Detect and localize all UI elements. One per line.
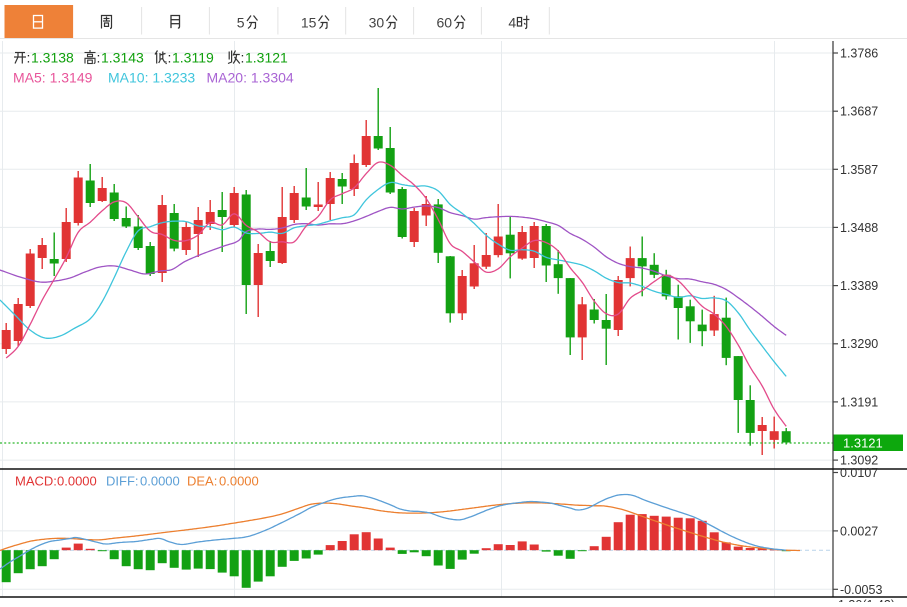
svg-text:1.3587: 1.3587: [840, 163, 878, 177]
svg-text:DEA:: DEA:: [187, 474, 217, 489]
svg-text:0.0107: 0.0107: [840, 466, 878, 480]
svg-text:MACD:: MACD:: [15, 474, 57, 489]
svg-text:MA10: 1.3233: MA10: 1.3233: [108, 70, 195, 86]
svg-text:MA20: 1.3304: MA20: 1.3304: [207, 70, 294, 86]
svg-text:30: 30: [369, 15, 385, 31]
svg-text:1.3119: 1.3119: [172, 50, 214, 66]
svg-text:0.0000: 0.0000: [57, 474, 97, 489]
svg-text:1.3092: 1.3092: [840, 454, 878, 468]
svg-text:60: 60: [437, 15, 453, 31]
svg-text:0.0000: 0.0000: [140, 474, 180, 489]
svg-text:0.0000: 0.0000: [219, 474, 259, 489]
svg-text:5: 5: [237, 15, 245, 31]
svg-text::: :: [168, 50, 172, 66]
svg-text::: :: [97, 50, 101, 66]
svg-text:1.3143: 1.3143: [101, 50, 144, 66]
svg-text:1.3488: 1.3488: [840, 221, 878, 235]
svg-text:4: 4: [508, 15, 516, 31]
svg-text:1.3121: 1.3121: [245, 50, 288, 66]
svg-text:1.3687: 1.3687: [840, 105, 878, 119]
svg-text:1.3138: 1.3138: [31, 50, 74, 66]
svg-text:DIFF:: DIFF:: [106, 474, 139, 489]
svg-text:1.3121: 1.3121: [843, 435, 883, 450]
svg-text:1.30(1.43): 1.30(1.43): [838, 598, 895, 602]
svg-text:0.0027: 0.0027: [840, 524, 878, 538]
svg-text:1.3786: 1.3786: [840, 47, 878, 61]
svg-text:1.3191: 1.3191: [840, 395, 878, 409]
svg-text:MA5: 1.3149: MA5: 1.3149: [13, 70, 93, 86]
svg-text:-0.0053: -0.0053: [840, 583, 882, 597]
svg-text::: :: [27, 50, 31, 66]
svg-text:1.3290: 1.3290: [840, 337, 878, 351]
svg-text:1.3389: 1.3389: [840, 279, 878, 293]
svg-text:15: 15: [301, 15, 317, 31]
svg-text::: :: [241, 50, 245, 66]
